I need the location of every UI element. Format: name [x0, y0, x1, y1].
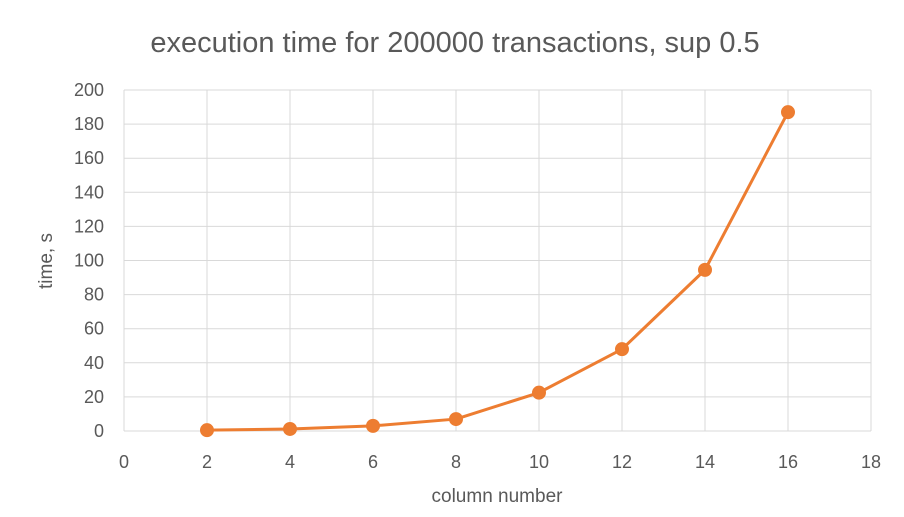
y-tick-label: 100 — [74, 251, 104, 271]
x-tick-label: 0 — [119, 452, 129, 472]
data-point — [283, 421, 297, 436]
x-tick-label: 4 — [285, 452, 295, 472]
data-point — [200, 423, 214, 438]
x-tick-label: 2 — [202, 452, 212, 472]
data-point — [698, 262, 712, 277]
chart-title: execution time for 200000 transactions, … — [150, 27, 759, 59]
x-axis-ticks: 0 2 4 6 8 10 12 14 16 18 — [119, 452, 881, 472]
y-tick-label: 20 — [84, 387, 104, 407]
y-axis-ticks: 0 20 40 60 80 100 120 140 160 180 200 — [74, 80, 104, 441]
y-tick-label: 60 — [84, 319, 104, 339]
gridlines — [123, 89, 872, 432]
x-tick-label: 12 — [612, 452, 632, 472]
x-tick-label: 16 — [778, 452, 798, 472]
y-tick-label: 0 — [94, 421, 104, 441]
data-point — [366, 418, 380, 433]
x-tick-label: 6 — [368, 452, 378, 472]
series-layer — [200, 105, 795, 438]
data-point — [781, 105, 795, 120]
y-tick-label: 80 — [84, 285, 104, 305]
x-tick-label: 14 — [695, 452, 715, 472]
y-tick-label: 120 — [74, 216, 104, 236]
x-tick-label: 18 — [861, 452, 881, 472]
series-line — [205, 110, 790, 432]
data-point — [449, 412, 463, 427]
y-tick-label: 40 — [84, 353, 104, 373]
y-tick-label: 180 — [74, 114, 104, 134]
y-tick-label: 140 — [74, 182, 104, 202]
y-tick-label: 200 — [74, 80, 104, 100]
y-axis-label: time, s — [36, 233, 57, 289]
data-point — [532, 385, 546, 400]
x-axis-label: column number — [432, 486, 564, 507]
x-tick-label: 10 — [529, 452, 549, 472]
data-point — [615, 342, 629, 357]
x-tick-label: 8 — [451, 452, 461, 472]
y-tick-label: 160 — [74, 148, 104, 168]
